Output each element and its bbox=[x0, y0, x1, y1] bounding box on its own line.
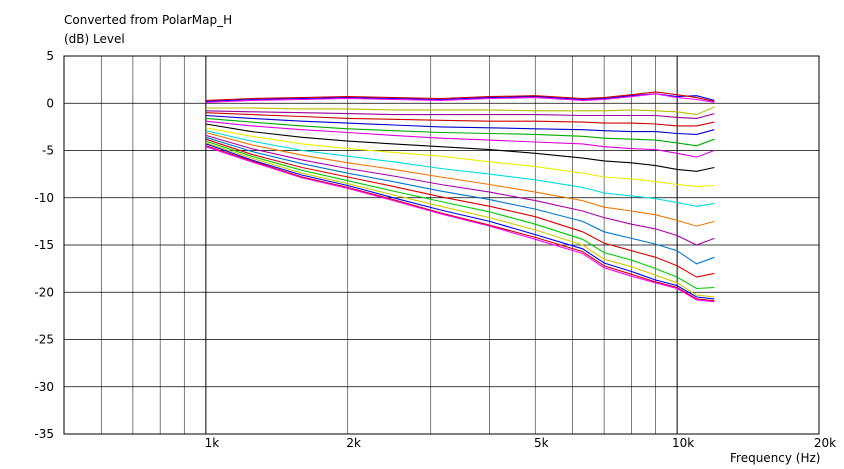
series-line-8 bbox=[205, 117, 715, 147]
series-line-2 bbox=[205, 91, 715, 102]
series-line-16 bbox=[205, 138, 715, 278]
series-line-21 bbox=[205, 146, 715, 303]
series-line-9 bbox=[205, 120, 715, 158]
series-line-20 bbox=[205, 145, 715, 302]
y-axis-label: (dB) Level bbox=[64, 32, 125, 46]
plot-frame bbox=[63, 55, 820, 435]
y-tick-label: 5 bbox=[46, 49, 54, 63]
grid-layer bbox=[63, 55, 820, 435]
y-tick-label: -20 bbox=[34, 285, 54, 299]
series-line-14 bbox=[205, 134, 715, 246]
series-line-15 bbox=[205, 136, 715, 265]
series-line-17 bbox=[205, 140, 715, 290]
x-tick-label: 10k bbox=[672, 436, 694, 450]
series-line-7 bbox=[205, 114, 715, 135]
series-line-11 bbox=[205, 127, 715, 187]
series-line-13 bbox=[205, 131, 715, 227]
x-tick-label: 20k bbox=[814, 436, 836, 450]
series-line-4 bbox=[205, 106, 715, 116]
chart-title: Converted from PolarMap_H bbox=[64, 13, 233, 27]
x-tick-label: 2k bbox=[346, 436, 361, 450]
y-tick-label: -35 bbox=[34, 427, 54, 441]
series-line-18 bbox=[205, 142, 715, 298]
x-tick-label: 1k bbox=[205, 436, 220, 450]
series-line-3 bbox=[205, 93, 715, 103]
series-line-19 bbox=[205, 143, 715, 300]
y-tick-label: -5 bbox=[42, 144, 54, 158]
y-tick-label: -25 bbox=[34, 333, 54, 347]
y-tick-label: -30 bbox=[34, 380, 54, 394]
tick-layer: 5 0 -5 -10 -15 -20 -25 -30 -35 1k 2k 5k 10k 20k bbox=[34, 49, 836, 450]
series-line-6 bbox=[205, 112, 715, 127]
x-axis-label: Frequency (Hz) bbox=[730, 451, 821, 465]
series-line-5 bbox=[205, 110, 715, 119]
series-line-10 bbox=[205, 123, 715, 172]
y-tick-label: -10 bbox=[34, 191, 54, 205]
x-tick-label: 5k bbox=[534, 436, 549, 450]
series-line-12 bbox=[205, 130, 715, 207]
y-tick-label: 0 bbox=[46, 96, 54, 110]
series-line-1 bbox=[205, 93, 715, 102]
series-layer bbox=[205, 91, 715, 303]
y-tick-label: -15 bbox=[34, 238, 54, 252]
